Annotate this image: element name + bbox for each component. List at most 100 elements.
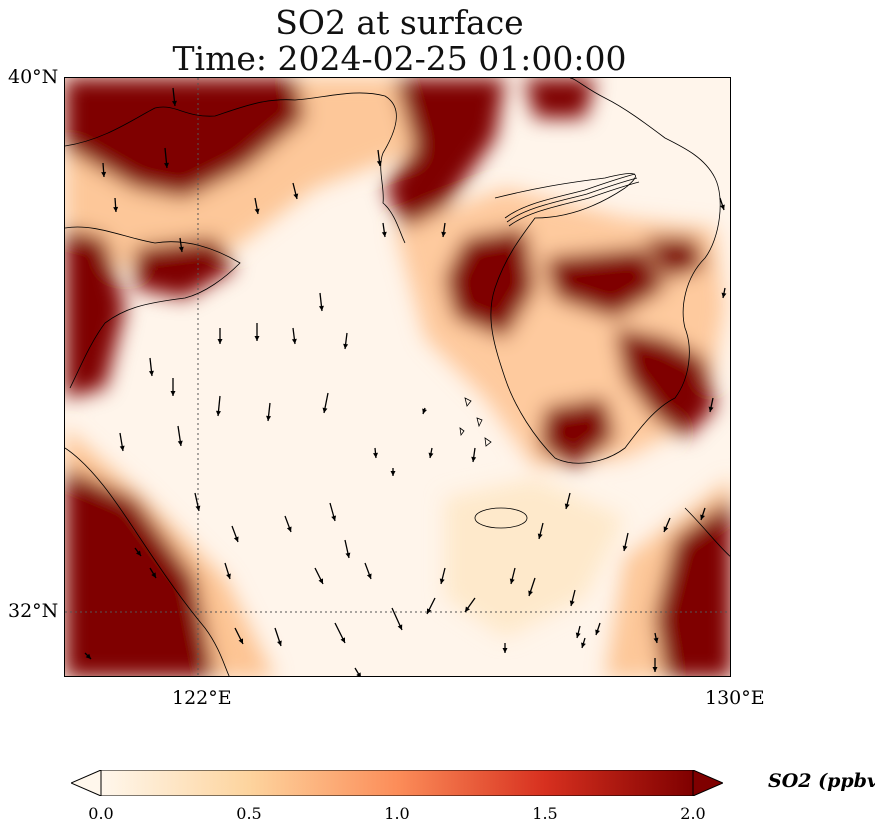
colorbar-gradient <box>100 770 694 796</box>
wind-vectors <box>84 87 727 676</box>
wind-arrow-head <box>170 391 176 396</box>
wind-arrow-head <box>119 445 125 451</box>
so2-core-korea-s <box>615 328 715 438</box>
so2-core-korea-e <box>645 238 705 278</box>
wind-arrow-head <box>340 637 345 643</box>
so2-core-korea-c <box>545 248 665 318</box>
wind-arrow-head <box>439 578 445 584</box>
island-cluster-sw-korea <box>459 397 492 447</box>
wind-arrow-head <box>422 408 427 414</box>
wind-arrow-head <box>85 653 91 659</box>
wind-arrow-head <box>653 637 659 643</box>
wind-arrow-head <box>700 514 705 520</box>
coastline-shandong <box>65 226 241 389</box>
wind-arrow-head <box>428 452 434 458</box>
so2-core-jeolla <box>540 398 615 468</box>
wind-arrow-head <box>663 526 669 532</box>
wind-arrow-head <box>136 550 141 556</box>
wind-arrow-head <box>345 552 351 558</box>
wind-arrow-head <box>537 533 543 539</box>
wind-arrow-head <box>381 231 387 237</box>
wind-arrow-head <box>708 406 714 412</box>
wind-arrow-head <box>171 100 177 106</box>
colorbar-tick-label: 1.0 <box>384 804 410 823</box>
so2-halo-band <box>445 478 625 638</box>
wind-arrow-head <box>581 642 586 648</box>
colorbar-tick-label: 1.5 <box>532 804 558 823</box>
colorbar-label: SO2 (ppbv) <box>768 770 875 792</box>
gridlines <box>65 78 730 676</box>
so2-core-bohai <box>385 78 505 228</box>
so2-field <box>65 78 730 676</box>
jeju-island <box>474 507 528 529</box>
wind-arrow-head <box>217 339 223 344</box>
so2-core-ne-a <box>525 78 595 118</box>
wind-arrow-head <box>286 526 292 532</box>
coastline-bohai <box>65 92 406 244</box>
wind-arrow-head <box>465 606 470 612</box>
lon-tick-label: 130°E <box>705 687 765 709</box>
wind-arrow-head <box>595 629 600 635</box>
wind-arrow-head <box>366 573 372 579</box>
wind-arrow-head <box>622 545 628 551</box>
wind-arrow-head <box>509 578 515 584</box>
wind-arrow-head <box>233 536 239 542</box>
wind-arrow-head <box>164 162 169 168</box>
wind-arrow-head <box>343 343 349 349</box>
wind-arrow-head <box>216 410 221 416</box>
wind-arrow-head <box>254 208 260 214</box>
colorbar <box>71 770 723 796</box>
wind-arrow-head <box>376 160 382 166</box>
wind-arrow-head <box>356 672 361 676</box>
wind-arrow-head <box>331 515 337 521</box>
colorbar-tick-label: 0.0 <box>88 804 114 823</box>
wind-arrow-head <box>266 415 272 421</box>
colorbar-extend-high <box>692 770 723 796</box>
map-canvas <box>65 78 730 676</box>
border-lines <box>504 173 640 227</box>
wind-arrow-head <box>226 573 231 579</box>
wind-arrow-head <box>151 572 156 578</box>
so2-core-shandong <box>135 238 235 298</box>
wind-arrow-head <box>113 206 119 212</box>
wind-arrow-head <box>373 452 378 458</box>
wind-arrow-head <box>318 305 324 311</box>
wind-arrow-shaft <box>354 667 361 676</box>
wind-arrow-head <box>238 638 243 644</box>
colorbar-tick-label: 2.0 <box>680 804 706 823</box>
wind-arrow-head <box>720 204 725 210</box>
coastline-china-east <box>65 447 230 676</box>
wind-arrow-head <box>721 292 727 298</box>
wind-arrow-head <box>564 503 570 509</box>
wind-arrow-head <box>528 590 533 596</box>
so2-core-sw <box>65 468 215 676</box>
wind-arrow-head <box>195 505 201 511</box>
wind-arrow-head <box>471 456 477 462</box>
lat-tick-label: 40°N <box>8 66 59 88</box>
wind-arrow-head <box>652 667 658 672</box>
so2-map[interactable] <box>64 77 731 677</box>
wind-arrow-head <box>101 171 107 177</box>
lat-tick-label: 32°N <box>8 600 59 622</box>
so2-core-korea-w <box>445 228 535 338</box>
border-korea <box>504 173 636 219</box>
lon-tick-label: 122°E <box>172 687 232 709</box>
colorbar-tick-label: 0.5 <box>236 804 262 823</box>
coastlines <box>65 78 730 676</box>
so2-core-se <box>655 499 730 676</box>
coastline-korea <box>490 78 721 464</box>
wind-arrow-head <box>502 648 508 653</box>
wind-arrow-head <box>390 471 396 476</box>
coastline-japan <box>684 507 730 557</box>
wind-arrow-head <box>575 632 581 638</box>
border-korea-offset-1 <box>506 177 638 223</box>
wind-arrow-head <box>148 370 154 376</box>
wind-arrow-head <box>569 600 575 606</box>
wind-arrow-head <box>441 231 447 237</box>
wind-arrow-head <box>397 624 403 630</box>
border-korea-offset-2 <box>508 181 640 227</box>
wind-arrow-head <box>177 440 183 446</box>
so2-core-north <box>65 78 305 198</box>
wind-arrow-head <box>277 640 282 646</box>
wind-arrow-head <box>293 193 299 199</box>
